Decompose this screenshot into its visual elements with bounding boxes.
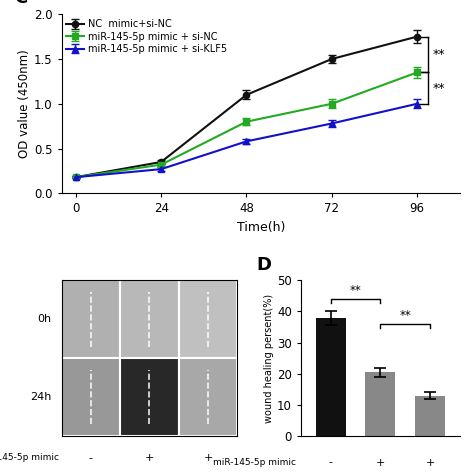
Text: -: - [328, 473, 333, 474]
X-axis label: Time(h): Time(h) [237, 221, 285, 234]
Text: D: D [256, 256, 271, 274]
Text: miR-145-5p mimic: miR-145-5p mimic [213, 458, 296, 467]
Y-axis label: wound healing persent(%): wound healing persent(%) [264, 294, 274, 423]
Text: -: - [328, 457, 333, 467]
Y-axis label: OD value (450nm): OD value (450nm) [18, 49, 31, 158]
Text: -: - [378, 473, 383, 474]
Legend: NC  mimic+si-NC, miR-145-5p mimic + si-NC, miR-145-5p mimic + si-KLF5: NC mimic+si-NC, miR-145-5p mimic + si-NC… [66, 19, 227, 54]
Text: +: + [425, 473, 435, 474]
Text: C: C [14, 0, 27, 7]
FancyBboxPatch shape [62, 358, 120, 436]
Text: +: + [203, 453, 213, 463]
Text: 24h: 24h [30, 392, 51, 402]
FancyBboxPatch shape [120, 358, 179, 436]
Bar [415, 396, 445, 436]
Text: **: ** [350, 284, 361, 298]
Text: +: + [375, 457, 385, 467]
Bar [365, 372, 395, 436]
FancyBboxPatch shape [62, 280, 120, 358]
Text: miR-145-5p mimic: miR-145-5p mimic [0, 454, 59, 462]
FancyBboxPatch shape [120, 280, 179, 358]
Text: -: - [89, 453, 93, 463]
FancyBboxPatch shape [179, 358, 237, 436]
Text: +: + [425, 457, 435, 467]
Text: **: ** [399, 310, 411, 322]
Text: **: ** [433, 48, 446, 61]
Text: 0h: 0h [37, 314, 51, 324]
FancyBboxPatch shape [179, 280, 237, 358]
Text: +: + [145, 453, 154, 463]
Bar [316, 318, 346, 436]
Text: **: ** [433, 82, 446, 95]
